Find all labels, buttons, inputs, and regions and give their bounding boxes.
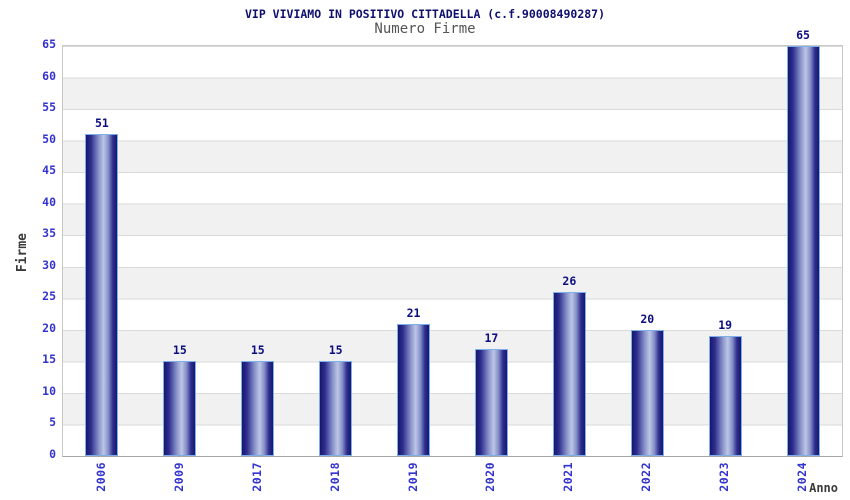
chart-title: VIP VIVIAMO IN POSITIVO CITTADELLA (c.f.… <box>244 7 606 21</box>
x-tick-label: 2023 <box>717 462 732 492</box>
y-tick-label: 45 <box>42 163 56 178</box>
y-axis: 0 5 10 15 20 25 30 35 40 45 50 55 60 65 <box>0 0 56 500</box>
y-tick-label: 25 <box>42 289 56 304</box>
y-tick-label: 10 <box>42 383 56 398</box>
bar-2018 <box>319 361 353 456</box>
x-tick-label: 2020 <box>483 462 498 492</box>
chart-subtitle: Numero Firme <box>374 21 476 37</box>
x-tick-label: 2019 <box>405 462 420 492</box>
y-tick-label: 5 <box>49 415 56 430</box>
bar-value-label: 21 <box>406 305 421 320</box>
bar-2024 <box>786 46 820 456</box>
bar-2023 <box>708 336 742 456</box>
bar-value-label: 65 <box>796 28 810 42</box>
y-tick-label: 15 <box>42 352 56 367</box>
bar-value-label: 20 <box>640 311 655 326</box>
x-tick-label: 2022 <box>639 462 654 492</box>
bar-2022 <box>630 329 664 456</box>
x-tick-label: 2006 <box>93 462 108 492</box>
x-tick-label: 2021 <box>561 462 576 492</box>
x-tick-label: 2017 <box>249 462 264 492</box>
y-tick-label: 0 <box>49 447 56 461</box>
x-tick-label: 2018 <box>327 462 342 492</box>
y-tick-label: 55 <box>42 100 56 115</box>
y-tick-label: 40 <box>42 194 56 209</box>
y-tick-label: 60 <box>42 68 56 83</box>
bar-value-label: 26 <box>562 274 577 288</box>
bar-2006 <box>85 134 119 456</box>
plot-area: 51 15 15 15 21 17 26 20 19 65 <box>62 29 843 457</box>
bar-value-label: 15 <box>250 343 265 358</box>
bar-value-label: 17 <box>484 330 499 345</box>
x-tick-label: 2024 <box>795 462 810 492</box>
bar-value-label: 19 <box>718 318 733 333</box>
bar-2009 <box>163 361 197 456</box>
x-tick-label: 2009 <box>171 462 186 492</box>
bar-2020 <box>474 348 508 456</box>
y-tick-label: 35 <box>42 226 56 241</box>
bar-value-label: 15 <box>172 343 187 358</box>
bar-value-label: 15 <box>328 343 343 358</box>
bar-2019 <box>397 323 431 456</box>
y-tick-label: 50 <box>42 131 56 146</box>
y-tick-label: 20 <box>42 320 56 335</box>
bar-value-label: 51 <box>95 116 109 131</box>
x-axis-title: Anno <box>809 481 838 495</box>
y-tick-label: 30 <box>42 257 56 272</box>
y-tick-label: 65 <box>42 37 56 51</box>
bar-2021 <box>552 292 586 456</box>
bar-2017 <box>241 361 275 456</box>
